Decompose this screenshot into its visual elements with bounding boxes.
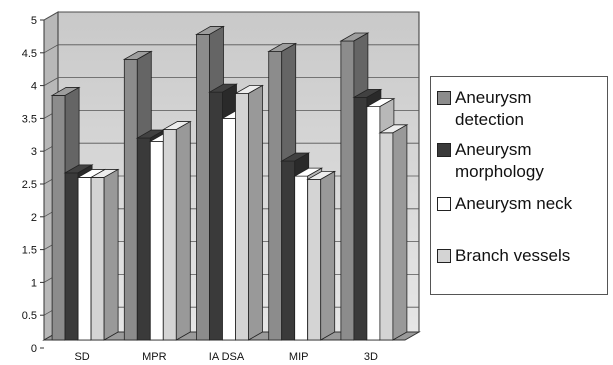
y-tick-label: 3.5 bbox=[22, 113, 37, 125]
y-tick-label: 5 bbox=[31, 15, 37, 27]
bar-front bbox=[136, 137, 151, 341]
y-tick-label: 0.5 bbox=[22, 310, 37, 322]
bar-front bbox=[379, 132, 394, 341]
legend-item-aneurysm-detection: Aneurysm detection bbox=[437, 87, 603, 131]
bar-side bbox=[103, 168, 119, 341]
bar bbox=[306, 170, 337, 341]
x-tick-label: SD bbox=[74, 351, 89, 363]
legend-item-branch-vessels: Branch vessels bbox=[437, 245, 603, 267]
x-tick-label: IA DSA bbox=[209, 351, 245, 363]
bar-front bbox=[51, 95, 66, 341]
bar bbox=[161, 120, 192, 341]
legend-item-aneurysm-morphology: Aneurysm morphology bbox=[437, 139, 603, 183]
bar-front bbox=[235, 93, 249, 341]
bar-front bbox=[307, 179, 322, 341]
gridline bbox=[43, 11, 419, 21]
legend-label: Branch vessels bbox=[455, 246, 571, 265]
bar-side bbox=[392, 124, 408, 341]
y-tick-label: 0 bbox=[31, 343, 37, 355]
y-axis-ticks: 0 0.5 1 1.5 2 2.5 3 3.5 4 4.5 5 bbox=[22, 15, 45, 355]
bar bbox=[89, 168, 120, 341]
bar-front bbox=[123, 58, 138, 341]
bar-side bbox=[175, 120, 191, 341]
x-tick-label: MPR bbox=[142, 351, 167, 363]
bar-front bbox=[149, 140, 164, 341]
bar bbox=[378, 124, 409, 341]
bar-front bbox=[222, 118, 236, 341]
y-tick-label: 2.5 bbox=[22, 179, 37, 191]
bar-front bbox=[340, 40, 355, 341]
y-tick-label: 4.5 bbox=[22, 48, 37, 60]
bar-front bbox=[268, 51, 283, 341]
legend-swatch bbox=[437, 143, 451, 157]
y-tick-label: 2 bbox=[31, 212, 37, 224]
bar-front bbox=[90, 177, 105, 341]
legend-swatch bbox=[437, 249, 451, 263]
bar-front bbox=[162, 129, 177, 341]
bar-front bbox=[281, 160, 296, 341]
legend-item-aneurysm-neck: Aneurysm neck bbox=[437, 193, 603, 215]
bar-front bbox=[209, 91, 223, 341]
legend-label: Aneurysm detection bbox=[455, 88, 532, 129]
legend-label: Aneurysm neck bbox=[455, 194, 573, 213]
y-tick-label: 1 bbox=[31, 277, 37, 289]
bar-front bbox=[366, 106, 381, 341]
gridline bbox=[43, 44, 419, 54]
legend: Aneurysm detection Aneurysm morphology A… bbox=[430, 76, 608, 295]
bar-front bbox=[294, 175, 309, 341]
gridline bbox=[43, 77, 419, 86]
legend-swatch bbox=[437, 91, 451, 105]
y-tick-label: 3 bbox=[31, 146, 37, 158]
bars-group bbox=[50, 25, 409, 341]
bar-front bbox=[64, 172, 79, 341]
x-axis-ticks: SD MPR IA DSA MIP 3D bbox=[74, 351, 378, 363]
bar-side bbox=[320, 170, 336, 341]
bar-side bbox=[248, 84, 263, 341]
bar-front bbox=[353, 97, 368, 341]
y-tick-label: 1.5 bbox=[22, 245, 37, 257]
x-tick-label: 3D bbox=[364, 351, 378, 363]
bar-front bbox=[196, 34, 210, 341]
bar bbox=[233, 84, 265, 341]
x-tick-label: MIP bbox=[289, 351, 309, 363]
bar-front bbox=[77, 177, 92, 341]
legend-swatch bbox=[437, 197, 451, 211]
legend-label: Aneurysm morphology bbox=[455, 140, 544, 181]
y-tick-label: 4 bbox=[31, 81, 37, 93]
